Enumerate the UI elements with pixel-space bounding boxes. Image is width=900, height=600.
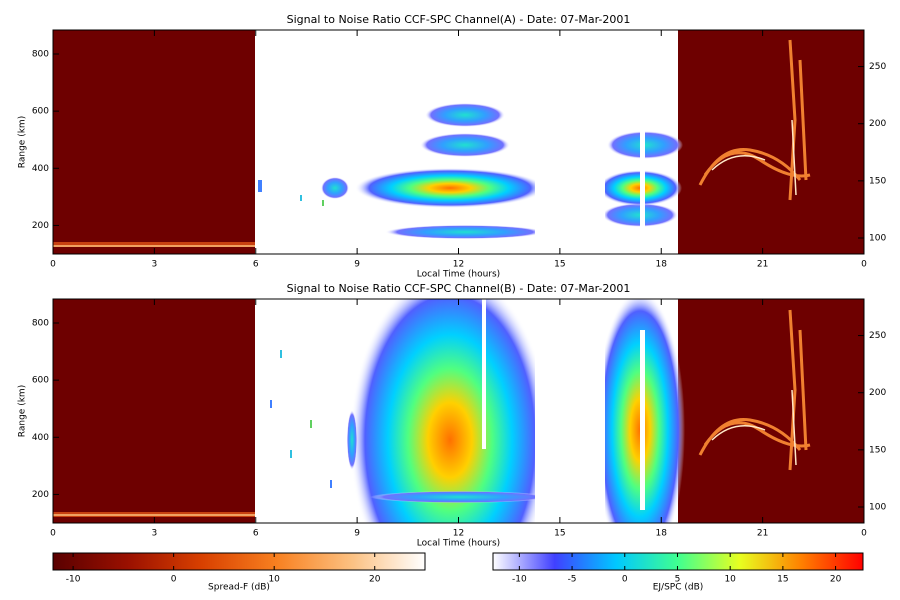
y2-tick-label: 150 bbox=[869, 176, 886, 186]
y2-tick-label: 200 bbox=[869, 388, 886, 398]
y-tick-label: 600 bbox=[32, 107, 49, 117]
x-tick-label: 21 bbox=[757, 260, 768, 270]
y-tick-label: 600 bbox=[32, 376, 49, 386]
y-tick-label: 400 bbox=[32, 164, 49, 174]
y2-tick-label: 100 bbox=[869, 503, 886, 513]
y2-tick-label: 200 bbox=[869, 119, 886, 129]
x-tick-label: 0 bbox=[861, 529, 867, 539]
colorbar-tick-label: 10 bbox=[268, 575, 280, 585]
x-tick-label: 0 bbox=[50, 529, 56, 539]
colorbar-tick-label: 20 bbox=[369, 575, 381, 585]
x-tick-label: 15 bbox=[554, 529, 565, 539]
y2-tick-label: 150 bbox=[869, 445, 886, 455]
colorbar-tick-label: 10 bbox=[724, 575, 736, 585]
y2-tick-label: 100 bbox=[869, 234, 886, 244]
x-tick-label: 18 bbox=[656, 260, 668, 270]
x-tick-label: 6 bbox=[253, 529, 259, 539]
panel-title: Signal to Noise Ratio CCF-SPC Channel(A)… bbox=[287, 13, 631, 26]
colorbar-tick-label: 20 bbox=[830, 575, 842, 585]
y2-tick-label: 250 bbox=[869, 62, 886, 72]
colorbar-tick-label: -5 bbox=[568, 575, 577, 585]
y-tick-label: 200 bbox=[32, 490, 49, 500]
x-tick-label: 6 bbox=[253, 260, 259, 270]
y-axis-label: Range (km) bbox=[18, 385, 28, 437]
x-tick-label: 21 bbox=[757, 529, 768, 539]
y2-tick-label: 250 bbox=[869, 331, 886, 341]
colorbar-tick-label: -10 bbox=[66, 575, 81, 585]
colorbar-tick-label: -10 bbox=[512, 575, 527, 585]
x-tick-label: 9 bbox=[354, 260, 360, 270]
colorbar-tick-label: 5 bbox=[675, 575, 681, 585]
colorbar-label: Spread-F (dB) bbox=[208, 583, 270, 593]
colorbar-tick-label: 0 bbox=[622, 575, 628, 585]
x-tick-label: 9 bbox=[354, 529, 360, 539]
x-tick-label: 0 bbox=[50, 260, 56, 270]
x-tick-label: 3 bbox=[152, 260, 158, 270]
x-tick-label: 12 bbox=[453, 260, 464, 270]
heatmap-a bbox=[53, 30, 864, 254]
x-tick-label: 18 bbox=[656, 529, 668, 539]
x-tick-label: 12 bbox=[453, 529, 464, 539]
y-tick-label: 800 bbox=[32, 319, 49, 329]
x-axis-label: Local Time (hours) bbox=[417, 539, 500, 549]
heatmap-b bbox=[53, 299, 864, 523]
x-tick-label: 15 bbox=[554, 260, 565, 270]
y-axis-label: Range (km) bbox=[18, 116, 28, 168]
panel-title: Signal to Noise Ratio CCF-SPC Channel(B)… bbox=[287, 282, 631, 295]
y-tick-label: 400 bbox=[32, 433, 49, 443]
colorbar-tick-label: 15 bbox=[777, 575, 788, 585]
colorbar-label: EJ/SPC (dB) bbox=[653, 583, 704, 593]
x-tick-label: 0 bbox=[861, 260, 867, 270]
colorbar bbox=[492, 552, 864, 571]
x-axis-label: Local Time (hours) bbox=[417, 270, 500, 280]
y-tick-label: 200 bbox=[32, 221, 49, 231]
colorbar-tick-label: 0 bbox=[171, 575, 177, 585]
x-tick-label: 3 bbox=[152, 529, 158, 539]
y-tick-label: 800 bbox=[32, 50, 49, 60]
colorbar bbox=[52, 552, 426, 571]
